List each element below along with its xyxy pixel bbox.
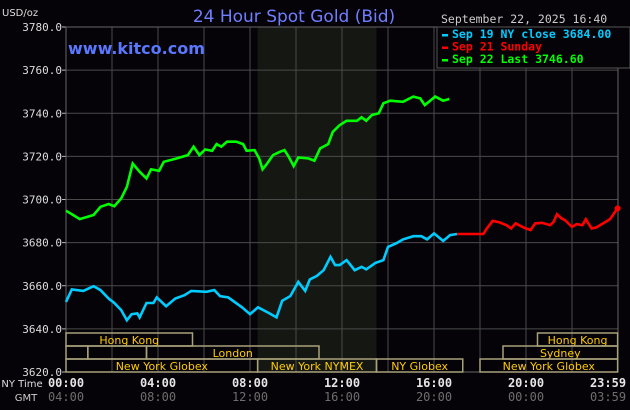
session-label: Hong Kong bbox=[548, 334, 608, 347]
session-label: New York Globex bbox=[116, 360, 209, 373]
x-tick-label: 08:00 bbox=[140, 390, 176, 404]
legend-entry: Sep 19 NY close 3684.00 bbox=[452, 27, 611, 41]
legend-swatch bbox=[442, 46, 448, 49]
session-label: New York NYMEX bbox=[271, 360, 364, 373]
y-tick-label: 3660.0 bbox=[22, 280, 62, 293]
x-tick-label: 03:59 bbox=[590, 390, 626, 404]
brand-watermark: www.kitco.com bbox=[68, 39, 205, 58]
legend-entry: Sep 22 Last 3746.60 bbox=[452, 52, 584, 66]
session-label: London bbox=[213, 347, 253, 360]
x-tick-label: 12:00 bbox=[324, 376, 360, 390]
legend-box bbox=[436, 26, 630, 69]
y-tick-label: 3740.0 bbox=[22, 107, 62, 120]
x-tick-label: 04:00 bbox=[140, 376, 176, 390]
x-tick-label: 08:00 bbox=[232, 376, 268, 390]
session-label: Hong Kong bbox=[99, 334, 159, 347]
x-axis-row-label: GMT bbox=[15, 393, 38, 404]
session-box bbox=[375, 358, 464, 373]
x-tick-label: 12:00 bbox=[232, 390, 268, 404]
session-box bbox=[479, 358, 619, 373]
y-tick-label: 3680.0 bbox=[22, 237, 62, 250]
x-tick-label: 00:00 bbox=[508, 390, 544, 404]
x-tick-label: 20:00 bbox=[508, 376, 544, 390]
x-tick-label: 16:00 bbox=[416, 376, 452, 390]
x-axis-row-label: NY Time bbox=[1, 379, 42, 390]
x-tick-label: 04:00 bbox=[48, 390, 84, 404]
chart-title: 24 Hour Spot Gold (Bid) bbox=[193, 7, 395, 27]
y-tick-label: 3720.0 bbox=[22, 150, 62, 163]
legend-swatch bbox=[442, 59, 448, 62]
y-tick-label: 3760.0 bbox=[22, 64, 62, 77]
x-tick-label: 20:00 bbox=[416, 390, 452, 404]
x-tick-label: 16:00 bbox=[324, 390, 360, 404]
session-label: NY Globex bbox=[391, 360, 448, 373]
legend-swatch bbox=[442, 34, 448, 37]
y-tick-label: 3620.0 bbox=[22, 366, 62, 379]
y-tick-label: 3700.0 bbox=[22, 194, 62, 207]
unit-label: USD/oz bbox=[2, 8, 38, 19]
x-tick-label: 23:59 bbox=[590, 376, 626, 390]
series-line-2 bbox=[65, 95, 450, 221]
y-tick-label: 3780.0 bbox=[22, 21, 62, 34]
series-line-0 bbox=[64, 231, 458, 323]
session-label: Sydney bbox=[540, 347, 581, 360]
session-label: New York Globex bbox=[503, 360, 596, 373]
last-point-marker bbox=[614, 205, 621, 212]
legend-entry: Sep 21 Sunday bbox=[452, 40, 542, 54]
y-tick-label: 3640.0 bbox=[22, 323, 62, 336]
chart-datetime: September 22, 2025 16:40 bbox=[441, 12, 607, 26]
x-tick-label: 00:00 bbox=[48, 376, 84, 390]
series-line-1 bbox=[457, 207, 619, 236]
